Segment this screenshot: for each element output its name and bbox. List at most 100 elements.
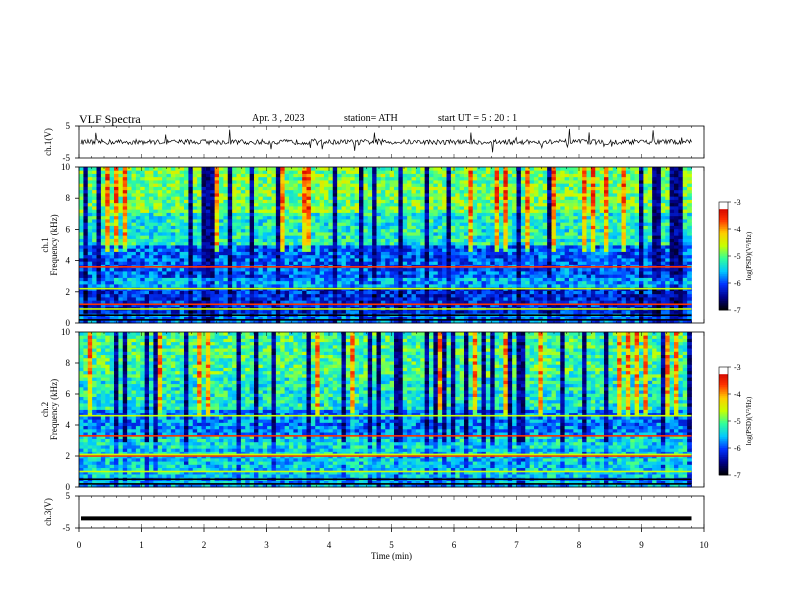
colorbar-segment <box>719 439 728 442</box>
y-tick-label: 2 <box>66 451 71 461</box>
colorbar-segment <box>719 216 728 219</box>
colorbar-segment <box>719 290 728 293</box>
colorbar-segment <box>719 292 728 295</box>
colorbar-segment <box>719 220 728 223</box>
colorbar-segment <box>719 236 728 239</box>
y-axis-label: ch.2 <box>40 402 50 417</box>
y-tick-label: 10 <box>61 162 71 172</box>
colorbar-segment <box>719 394 728 397</box>
colorbar-segment <box>719 412 728 415</box>
colorbar-segment <box>719 464 728 467</box>
colorbar-segment <box>719 379 728 382</box>
colorbar-segment <box>719 404 728 407</box>
colorbar-segment <box>719 433 728 436</box>
colorbar-segment <box>719 203 728 206</box>
colorbar-segment <box>719 403 728 406</box>
y-axis-label: ch.1 <box>40 237 50 252</box>
colorbar-segment <box>719 455 728 458</box>
colorbar-segment <box>719 252 728 255</box>
colorbar-segment <box>719 248 728 251</box>
ch2-spectrogram <box>79 332 692 488</box>
colorbar-segment <box>719 205 728 208</box>
x-tick-label: 9 <box>639 540 644 550</box>
colorbar-segment <box>719 421 728 424</box>
colorbar-tick-label: -6 <box>734 444 741 453</box>
y-tick-label: 5 <box>66 491 71 501</box>
colorbar-segment <box>719 467 728 470</box>
colorbar-segment <box>719 374 728 377</box>
colorbar-label: log(PSD)(V²/Hz) <box>745 396 753 445</box>
colorbar-tick-label: -6 <box>734 279 741 288</box>
colorbar-segment <box>719 376 728 379</box>
colorbar-segment <box>719 256 728 259</box>
colorbar-segment <box>719 367 728 370</box>
colorbar-segment <box>719 225 728 228</box>
colorbar-segment <box>719 410 728 413</box>
colorbar-segment <box>719 422 728 425</box>
y-axis-label: Frequency (kHz) <box>49 379 59 440</box>
x-tick-label: 4 <box>327 540 332 550</box>
x-tick-label: 0 <box>77 540 82 550</box>
colorbar-segment <box>719 295 728 298</box>
colorbar-segment <box>719 247 728 250</box>
ch1-trace <box>80 128 692 153</box>
start-time-label: start UT = 5 : 20 : 1 <box>438 113 518 124</box>
colorbar-segment <box>719 304 728 307</box>
colorbar-segment <box>719 458 728 461</box>
colorbar-segment <box>719 272 728 275</box>
colorbar-segment <box>719 284 728 287</box>
colorbar-segment <box>719 281 728 284</box>
colorbar-segment <box>719 259 728 262</box>
colorbar-segment <box>719 257 728 260</box>
colorbar-segment <box>719 254 728 257</box>
colorbar-segment <box>719 431 728 434</box>
colorbar-segment <box>719 383 728 386</box>
colorbar-segment <box>719 408 728 411</box>
colorbar-segment <box>719 469 728 472</box>
colorbar-segment <box>719 370 728 373</box>
colorbar-segment <box>719 234 728 237</box>
colorbar-segment <box>719 268 728 271</box>
colorbar-segment <box>719 435 728 438</box>
colorbar-segment <box>719 274 728 277</box>
colorbar-segment <box>719 473 728 476</box>
colorbar-segment <box>719 417 728 420</box>
colorbar-segment <box>719 275 728 278</box>
colorbar-segment <box>719 442 728 445</box>
colorbar-segment <box>719 227 728 230</box>
colorbar-segment <box>719 229 728 232</box>
waveform-frame <box>78 495 705 529</box>
colorbar-segment <box>719 261 728 264</box>
colorbar-segment <box>719 430 728 433</box>
colorbar-segment <box>719 239 728 242</box>
colorbar-segment <box>719 266 728 269</box>
x-tick-label: 1 <box>139 540 144 550</box>
colorbar-segment <box>719 448 728 451</box>
y-tick-label: -5 <box>63 153 71 163</box>
x-tick-label: 2 <box>202 540 207 550</box>
colorbar-segment <box>719 299 728 302</box>
colorbar-segment <box>719 419 728 422</box>
y-tick-label: 6 <box>66 224 71 234</box>
y-tick-label: 5 <box>66 121 71 131</box>
colorbar-tick-label: -5 <box>734 252 741 261</box>
colorbar-segment <box>719 415 728 418</box>
colorbar-segment <box>719 372 728 375</box>
x-tick-label: 5 <box>389 540 394 550</box>
colorbar-segment <box>719 406 728 409</box>
colorbar-segment <box>719 437 728 440</box>
colorbar-segment <box>719 462 728 465</box>
x-axis-label: Time (min) <box>371 551 412 561</box>
colorbar-segment <box>719 286 728 289</box>
y-tick-label: 10 <box>61 327 71 337</box>
colorbar-segment <box>719 386 728 389</box>
colorbar-segment <box>719 426 728 429</box>
colorbar-segment <box>719 385 728 388</box>
y-tick-label: 0 <box>66 482 71 492</box>
colorbar-segment <box>719 250 728 253</box>
colorbar-segment <box>719 241 728 244</box>
colorbar-segment <box>719 302 728 305</box>
colorbar-segment <box>719 471 728 474</box>
colorbar-segment <box>719 390 728 393</box>
